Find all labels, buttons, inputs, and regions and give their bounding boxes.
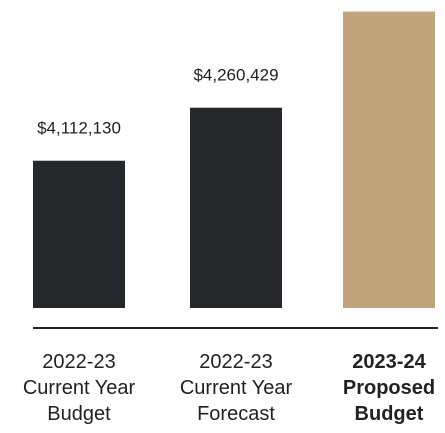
- bar-2: [190, 107, 282, 309]
- value-label-2: $4,260,429: [193, 66, 278, 85]
- category-label-3-line-2: Proposed: [343, 377, 435, 399]
- bar-1: [33, 160, 125, 308]
- category-label-1-line-3: Budget: [47, 403, 111, 425]
- category-label-2-line-3: Forecast: [197, 403, 275, 425]
- value-labels-group: $4,112,130$4,260,429$4,529,440: [37, 66, 278, 138]
- category-label-1-line-1: 2022-23: [42, 351, 115, 373]
- category-label-3-line-3: Budget: [355, 403, 424, 425]
- bar-3: [343, 11, 435, 308]
- category-labels-group: 2022-23 Current Year Budget 2022-23 Current …: [23, 351, 435, 425]
- value-label-1: $4,112,130: [37, 119, 121, 138]
- category-label-3-line-1: 2023-24: [352, 351, 426, 373]
- category-label-2-line-2: Current Year: [180, 377, 293, 399]
- category-label-1-line-2: Current Year: [23, 377, 136, 399]
- category-label-2-line-1: 2022-23: [199, 351, 272, 373]
- bars-group: [33, 11, 435, 309]
